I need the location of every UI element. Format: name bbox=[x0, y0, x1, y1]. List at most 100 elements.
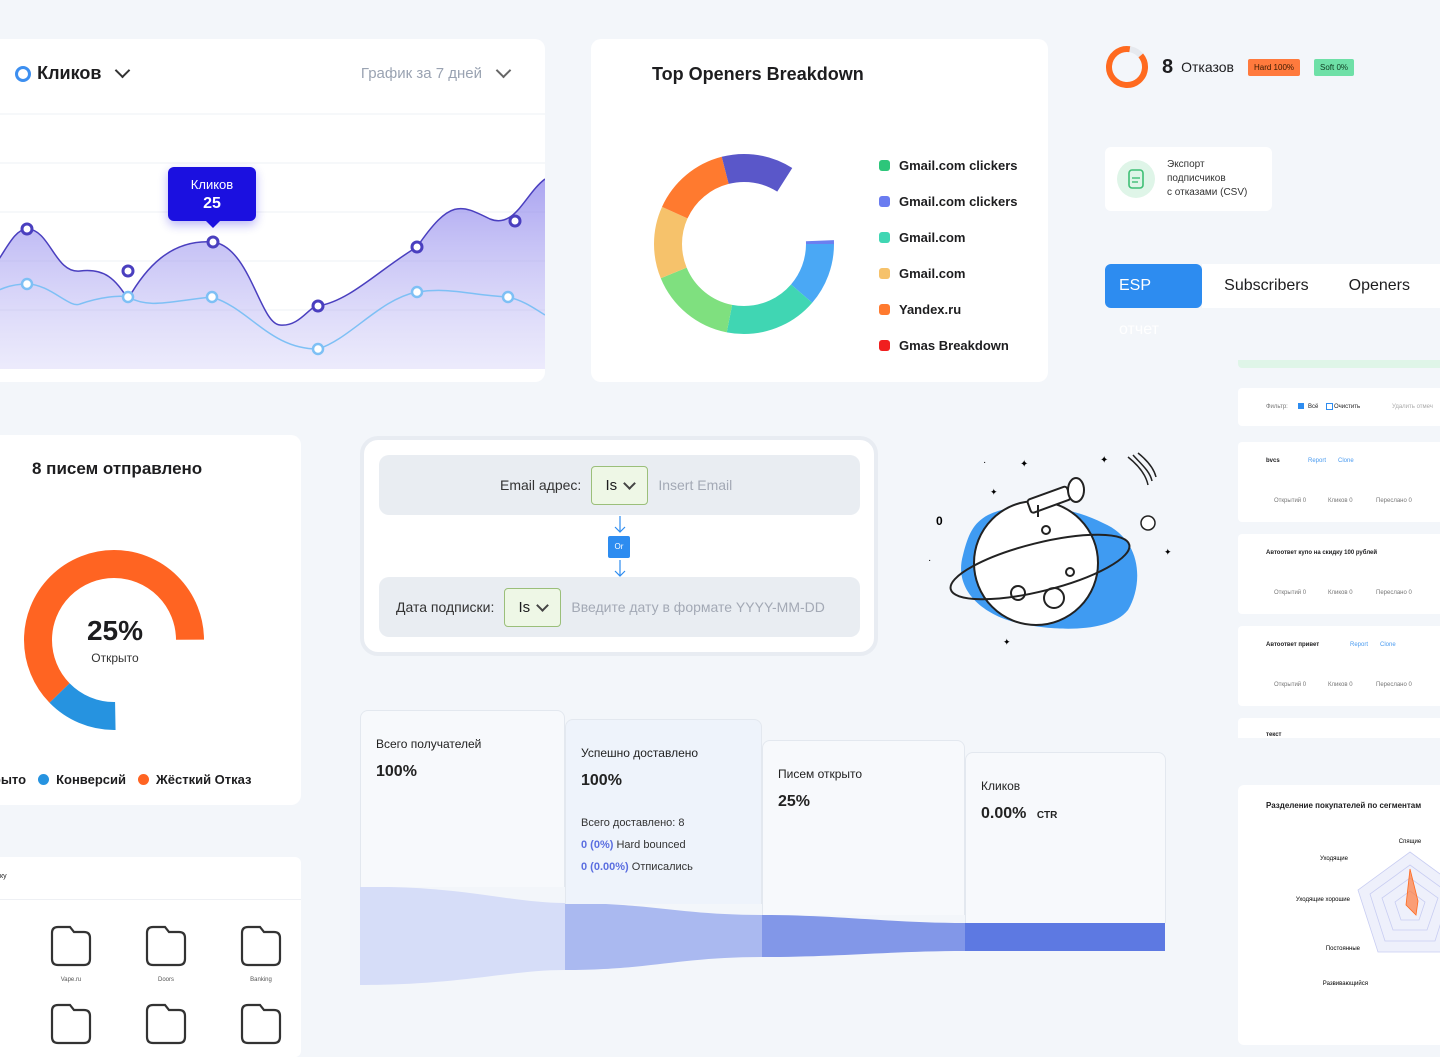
data-point bbox=[311, 299, 325, 313]
legend-item[interactable]: Gmas Breakdown bbox=[879, 327, 1018, 363]
folder-icon[interactable] bbox=[238, 1001, 284, 1047]
sent-summary-card: 8 писем отправлено 25% Открыто ткрыто Ко… bbox=[0, 435, 301, 805]
funnel-step-opened: Писем открыто 25% bbox=[762, 740, 965, 915]
operator-select[interactable]: Is bbox=[504, 587, 562, 627]
clicks-area bbox=[0, 179, 545, 369]
folder-label: Vape.ru bbox=[60, 977, 82, 983]
svg-text:·: · bbox=[928, 555, 931, 566]
step-value: 100% bbox=[581, 772, 622, 789]
data-point bbox=[20, 277, 34, 291]
openers-legend: Gmail.com clickers Gmail.com clickers Gm… bbox=[879, 147, 1018, 363]
tooltip-label: Кликов bbox=[190, 177, 234, 192]
tab-openers[interactable]: Openers bbox=[1330, 264, 1440, 308]
card-title: Top Openers Breakdown bbox=[652, 64, 864, 84]
sent-legend: ткрыто Конверсий Жёсткий Отказ bbox=[0, 772, 252, 787]
folder-icon[interactable] bbox=[48, 1001, 94, 1047]
step-title: Писем открыто bbox=[778, 767, 863, 781]
step-value: 0.00% CTR bbox=[981, 805, 1058, 822]
legend-swatch bbox=[879, 267, 890, 279]
clone-link[interactable]: Clone bbox=[1380, 642, 1396, 648]
donut-segment bbox=[24, 550, 204, 730]
step-value: 100% bbox=[376, 763, 417, 780]
email-input[interactable]: Insert Email bbox=[658, 477, 733, 493]
or-connector[interactable]: Or bbox=[608, 536, 630, 558]
svg-text:✦: ✦ bbox=[990, 487, 998, 497]
folder-icon[interactable] bbox=[238, 923, 284, 969]
operator-select[interactable]: Is bbox=[591, 465, 649, 505]
legend-swatch bbox=[138, 774, 149, 785]
data-point bbox=[20, 222, 34, 236]
svg-text:Постоянные: Постоянные bbox=[1326, 946, 1361, 952]
period-select[interactable]: График за 7 дней bbox=[360, 62, 512, 82]
list-item[interactable]: текст bbox=[1238, 718, 1440, 738]
list-item[interactable]: bvcs Report Clone Открытий 0 Кликов 0 Пе… bbox=[1238, 442, 1440, 522]
legend-item[interactable]: Gmail.com bbox=[879, 255, 1018, 291]
legend-item[interactable]: Gmail.com clickers bbox=[879, 183, 1018, 219]
filter-row-date: Дата подписки: Is Введите дату в формате… bbox=[379, 577, 860, 637]
radar-chart: Спящие Уходящие Уходящие хорошие Постоян… bbox=[1296, 839, 1440, 987]
data-point bbox=[311, 342, 325, 356]
delivery-details: Всего доставлено: 8 0 (0%) Hard bounced … bbox=[581, 817, 693, 873]
checkbox[interactable] bbox=[1298, 403, 1304, 409]
donut-segment bbox=[654, 154, 834, 334]
legend-item[interactable]: Gmail.com bbox=[879, 219, 1018, 255]
clicks-line bbox=[0, 178, 545, 326]
list-filter-bar: Фильтр: Всё Очистить Удалить отмеч bbox=[1238, 388, 1440, 426]
svg-text:✦: ✦ bbox=[1020, 459, 1028, 470]
legend-swatch bbox=[879, 159, 890, 171]
tab-subscribers[interactable]: Subscribers bbox=[1202, 264, 1331, 308]
legend-swatch bbox=[879, 231, 890, 243]
legend-item: Конверсий bbox=[38, 772, 126, 787]
folder-icon[interactable] bbox=[143, 923, 189, 969]
legend-item[interactable]: Gmail.com clickers bbox=[879, 147, 1018, 183]
donut-segment bbox=[654, 154, 834, 334]
legend-item[interactable]: Yandex.ru bbox=[879, 291, 1018, 327]
data-point bbox=[508, 214, 522, 228]
card-title: Разделение покупателей по сегментам bbox=[1266, 801, 1422, 810]
folder-icon[interactable] bbox=[143, 1001, 189, 1047]
legend-swatch bbox=[879, 303, 890, 315]
series-label: Кликов bbox=[37, 63, 102, 83]
folder-icon[interactable] bbox=[48, 923, 94, 969]
bounce-ring-icon bbox=[1106, 46, 1148, 88]
date-input[interactable]: Введите дату в формате YYYY-MM-DD bbox=[571, 599, 825, 615]
chevron-down-icon bbox=[623, 476, 637, 490]
checkbox[interactable] bbox=[1326, 403, 1333, 410]
line-chart-plot bbox=[0, 113, 545, 369]
data-point bbox=[206, 235, 220, 249]
opened-donut bbox=[24, 550, 204, 730]
step-title: Всего получателей bbox=[376, 737, 482, 751]
report-link[interactable]: Report bbox=[1308, 458, 1327, 464]
export-bounced-button[interactable]: Экспорт подписчиков с отказами (CSV) bbox=[1105, 147, 1272, 211]
legend-swatch bbox=[38, 774, 50, 785]
report-link[interactable]: Report bbox=[1350, 642, 1369, 648]
planet-illustration: 0 · ✦ ✦ ✦ ✦ ✦ · bbox=[928, 452, 1172, 645]
top-openers-card: Top Openers Breakdown Gmail.com clickers… bbox=[591, 39, 1048, 382]
filter-label: Email адрес: bbox=[500, 477, 582, 493]
clone-link[interactable]: Clone bbox=[1338, 458, 1354, 464]
tab-esp-report[interactable]: ESP отчет bbox=[1105, 264, 1203, 338]
step-title: Успешно доставлено bbox=[581, 746, 699, 760]
funnel-step-clicks: Кликов 0.00% CTR bbox=[965, 752, 1166, 923]
segment-filter-builder: Email адрес: Is Insert Email Or Дата под… bbox=[360, 436, 878, 656]
filter-row-email: Email адрес: Is Insert Email bbox=[379, 455, 860, 515]
segments-radar-card: Разделение покупателей по сегментам Спящ… bbox=[1238, 785, 1440, 1045]
file-icon bbox=[1117, 160, 1155, 198]
svg-text:Уходящие: Уходящие bbox=[1320, 856, 1349, 862]
data-point bbox=[501, 290, 515, 304]
report-tabs: ESP отчет Subscribers Openers bbox=[1105, 264, 1440, 338]
svg-text:✦: ✦ bbox=[1003, 637, 1011, 645]
period-label: График за 7 дней bbox=[360, 65, 482, 82]
list-item[interactable]: Автоответ купо на скидку 100 рублей Откр… bbox=[1238, 534, 1440, 614]
funnel-step-recipients: Всего получателей 100% bbox=[360, 710, 565, 887]
filter-label: Дата подписки: bbox=[396, 599, 495, 615]
list-item[interactable]: Автоответ привет Report Clone Открытий 0… bbox=[1238, 626, 1440, 706]
step-title: Кликов bbox=[981, 779, 1021, 793]
delete-selected-button[interactable]: Удалить отмеч bbox=[1392, 404, 1433, 410]
chart-legend[interactable]: й Кликов bbox=[0, 62, 131, 84]
donut-segment bbox=[24, 550, 204, 730]
svg-text:Уходящие хорошие: Уходящие хорошие bbox=[1296, 897, 1351, 903]
series-marker-icon bbox=[15, 65, 32, 82]
tooltip-value: 25 bbox=[203, 195, 221, 212]
clear-button[interactable]: Очистить bbox=[1334, 404, 1361, 410]
